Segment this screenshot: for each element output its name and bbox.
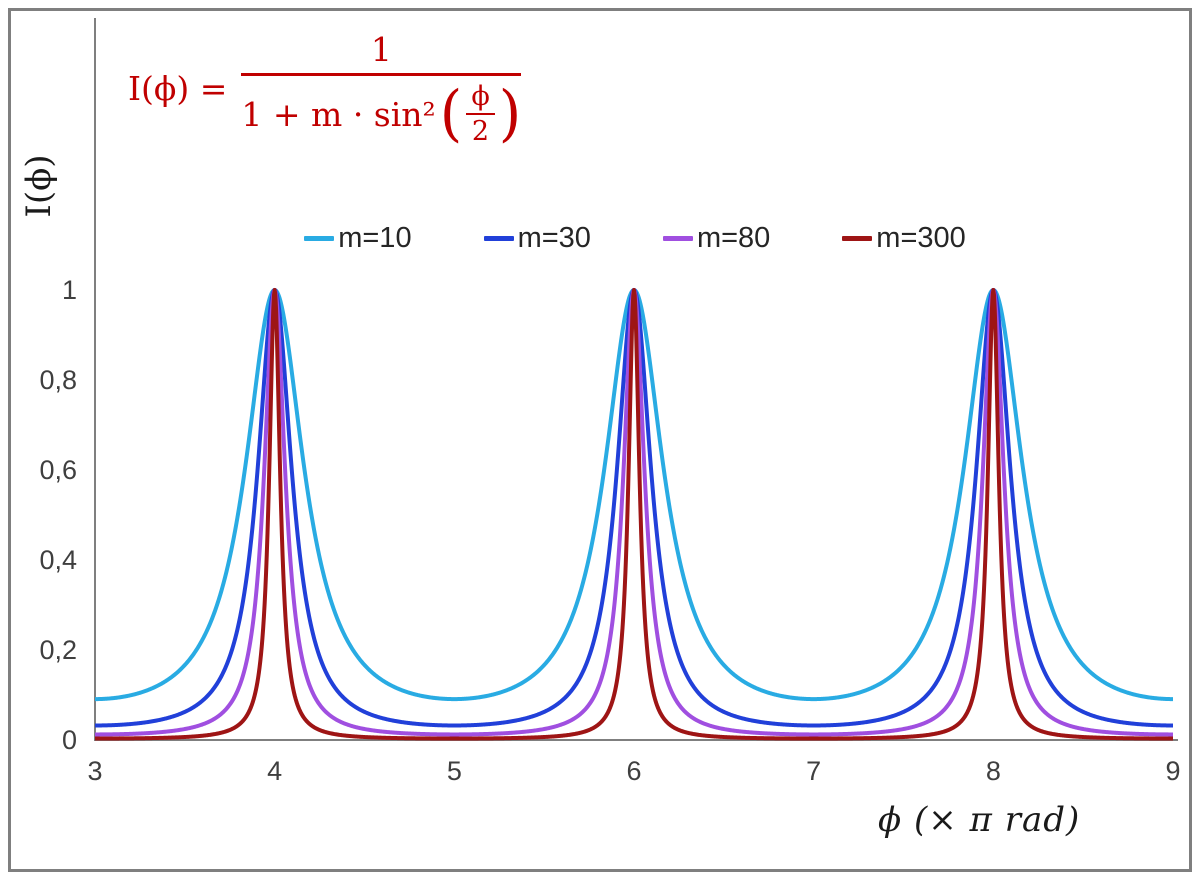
y-tick-label: 0,4: [39, 545, 77, 575]
formula-inner-numerator: ϕ: [466, 81, 495, 116]
formula-denominator: 1 + m · sin² ( ϕ 2 ): [241, 73, 522, 149]
x-tick-label: 3: [87, 756, 102, 786]
x-tick-label: 7: [806, 756, 821, 786]
formula-lhs: I(ϕ) =: [128, 69, 228, 109]
legend-item: m=10: [304, 222, 412, 255]
legend: m=10 m=30 m=80 m=300: [95, 222, 1175, 255]
series-line-m30: [93, 288, 1175, 728]
y-tick-label: 0,8: [39, 365, 77, 395]
y-tick-label: 0,6: [39, 455, 77, 485]
formula-close-paren: ): [498, 77, 522, 149]
x-tick-label: 8: [986, 756, 1001, 786]
legend-item: m=80: [662, 222, 771, 255]
series-line-m300: [93, 288, 1175, 741]
legend-swatch: [304, 236, 335, 241]
y-tick-label: 0: [62, 725, 77, 755]
formula-den-prefix: 1 + m · sin²: [241, 94, 436, 134]
legend-swatch: [483, 236, 514, 241]
legend-label: m=300: [876, 222, 966, 254]
formula-inner-fraction: ϕ 2: [466, 81, 495, 148]
formula-numerator: 1: [370, 30, 392, 69]
x-tick-label: 6: [626, 756, 641, 786]
legend-label: m=10: [338, 222, 412, 254]
x-tick-label: 9: [1165, 756, 1180, 786]
legend-label: m=30: [517, 222, 591, 254]
legend-swatch: [662, 236, 693, 241]
formula-inner-denominator: 2: [471, 116, 490, 148]
y-tick-label: 0,2: [39, 635, 77, 665]
y-axis-label: I(ϕ): [19, 154, 59, 218]
formula: I(ϕ) = 1 1 + m · sin² ( ϕ 2 ): [128, 30, 522, 149]
x-tick-label: 4: [267, 756, 282, 786]
legend-item: m=300: [842, 222, 966, 255]
formula-fraction: 1 1 + m · sin² ( ϕ 2 ): [241, 30, 522, 149]
legend-item: m=30: [483, 222, 591, 255]
legend-label: m=80: [696, 222, 771, 254]
formula-open-paren: (: [439, 77, 463, 149]
legend-swatch: [842, 236, 873, 241]
y-tick-label: 1: [62, 275, 77, 305]
x-axis-label: ϕ (× π rad): [878, 800, 1081, 840]
series-line-m80: [93, 288, 1175, 737]
x-tick-label: 5: [447, 756, 462, 786]
